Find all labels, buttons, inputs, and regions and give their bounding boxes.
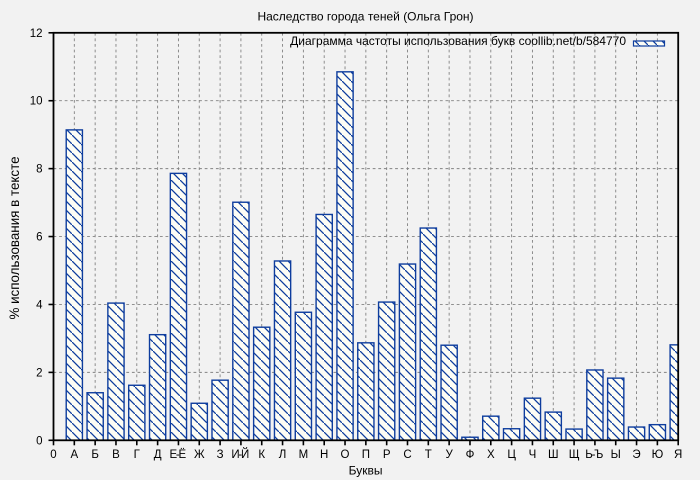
svg-text:Ы: Ы (611, 449, 621, 461)
svg-text:8: 8 (36, 164, 42, 176)
svg-text:Е-Ё: Е-Ё (169, 449, 186, 461)
svg-text:Диаграмма частоты использовани: Диаграмма частоты использования букв coo… (290, 34, 626, 48)
svg-text:0: 0 (50, 449, 56, 461)
svg-text:4: 4 (36, 299, 43, 311)
svg-text:В: В (112, 449, 120, 461)
svg-text:Т: Т (425, 449, 432, 461)
svg-text:Я: Я (674, 449, 682, 461)
svg-text:12: 12 (30, 28, 43, 40)
svg-text:М: М (299, 449, 309, 461)
svg-text:Ч: Ч (529, 449, 537, 461)
svg-text:6: 6 (36, 232, 42, 244)
svg-text:10: 10 (30, 96, 43, 108)
svg-text:И-Й: И-Й (231, 448, 249, 461)
svg-text:Н: Н (320, 449, 328, 461)
svg-text:Наследство города теней (Ольга: Наследство города теней (Ольга Грон) (257, 9, 473, 23)
svg-text:А: А (70, 449, 78, 461)
svg-text:Х: Х (487, 449, 495, 461)
svg-text:Р: Р (383, 449, 391, 461)
svg-text:Ш: Ш (548, 449, 559, 461)
svg-text:Буквы: Буквы (349, 464, 383, 478)
svg-text:З: З (217, 449, 224, 461)
svg-text:О: О (341, 449, 350, 461)
svg-text:2: 2 (36, 367, 42, 379)
svg-text:0: 0 (36, 435, 42, 447)
svg-text:Э: Э (632, 449, 640, 461)
svg-text:Ц: Ц (507, 449, 516, 461)
svg-text:Ж: Ж (194, 449, 205, 461)
svg-text:Д: Д (154, 449, 162, 461)
svg-text:Ф: Ф (466, 449, 475, 461)
svg-text:Б: Б (91, 449, 99, 461)
svg-text:Ь-Ъ: Ь-Ъ (585, 449, 603, 461)
svg-text:Л: Л (279, 449, 287, 461)
svg-text:Ю: Ю (652, 449, 664, 461)
svg-text:% использования в тексте: % использования в тексте (7, 156, 22, 319)
svg-text:К: К (258, 449, 265, 461)
svg-text:Щ: Щ (569, 449, 580, 461)
svg-text:С: С (403, 449, 411, 461)
svg-text:Г: Г (134, 449, 141, 461)
svg-text:У: У (445, 449, 453, 461)
svg-text:П: П (362, 449, 370, 461)
